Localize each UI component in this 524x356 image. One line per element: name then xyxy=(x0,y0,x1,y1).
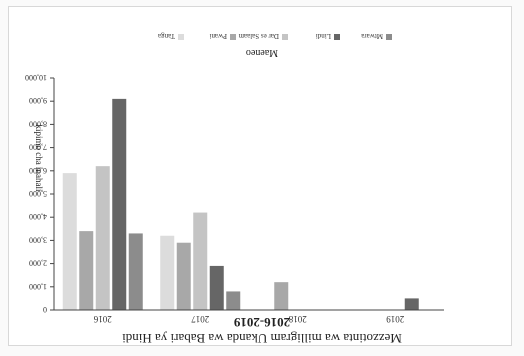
y-axis-label: kipimo cha mahali xyxy=(34,125,44,192)
y-tick-label: 2,000 xyxy=(29,259,47,268)
legend-label: Pwani xyxy=(209,32,227,40)
y-tick-label: 9,000 xyxy=(29,96,47,105)
legend: Tanga Pwani Dar es Salaam Lindi Mtwara xyxy=(157,32,392,40)
bar-dar-es-salaam-2016 xyxy=(95,166,110,310)
legend-swatch xyxy=(334,34,340,40)
y-tick-label: 3,000 xyxy=(29,235,47,244)
bar-mtwara-2016 xyxy=(128,233,143,310)
bar-pwani-2016 xyxy=(79,231,94,310)
text-layer: Mezzotinta wa milligram Ukanda wa Babari… xyxy=(34,47,402,346)
x-tick-label: 2017 xyxy=(191,314,210,324)
legend-label: Mtwara xyxy=(360,32,383,40)
bar-lindi-2017 xyxy=(209,265,224,310)
chart-title: Mezzotinta wa milligram Ukanda wa Babari… xyxy=(122,331,402,346)
legend-label: Lindi xyxy=(316,32,331,40)
legend-swatch xyxy=(178,34,184,40)
y-tick-label: 5,000 xyxy=(29,189,47,198)
legend-swatch xyxy=(230,34,236,40)
y-tick-label: 7,000 xyxy=(29,143,47,152)
y-tick-label: 1,000 xyxy=(29,282,47,291)
axis-layer: 0 1,000 2,000 3,000 4,000 5,000 6,000 7,000 8,00… xyxy=(25,73,444,324)
bar-dar-es-salaam-2017 xyxy=(193,212,208,310)
legend-label: Dar es Salaam xyxy=(238,32,279,40)
x-tick-label: 2016 xyxy=(93,314,112,324)
y-tick-label: 8,000 xyxy=(29,119,47,128)
legend-swatch xyxy=(282,34,288,40)
bar-pwani-2018 xyxy=(274,282,289,310)
x-tick-label: 2019 xyxy=(386,314,405,324)
chart-subtitle: 2016-2019 xyxy=(233,315,290,330)
bar-lindi-2019 xyxy=(404,298,419,310)
rotated-chart-group: 0 1,000 2,000 3,000 4,000 5,000 6,000 7,000 8,00… xyxy=(25,32,444,346)
y-tick-label: 6,000 xyxy=(29,166,47,175)
y-tick-label: 0 xyxy=(43,305,47,314)
bar-layer xyxy=(62,98,419,310)
x-tick-label: 2018 xyxy=(288,314,307,324)
bar-mtwara-2017 xyxy=(226,291,241,310)
bar-pwani-2017 xyxy=(176,242,191,310)
legend-label: Tanga xyxy=(157,32,175,40)
y-tick-label: 10,000 xyxy=(25,73,47,82)
legend-title: Maeneo xyxy=(246,47,278,58)
bar-tanga-2016 xyxy=(62,173,77,310)
bar-tanga-2017 xyxy=(160,235,175,310)
legend-swatch xyxy=(386,34,392,40)
bar-lindi-2016 xyxy=(112,98,127,310)
y-tick-label: 4,000 xyxy=(29,212,47,221)
